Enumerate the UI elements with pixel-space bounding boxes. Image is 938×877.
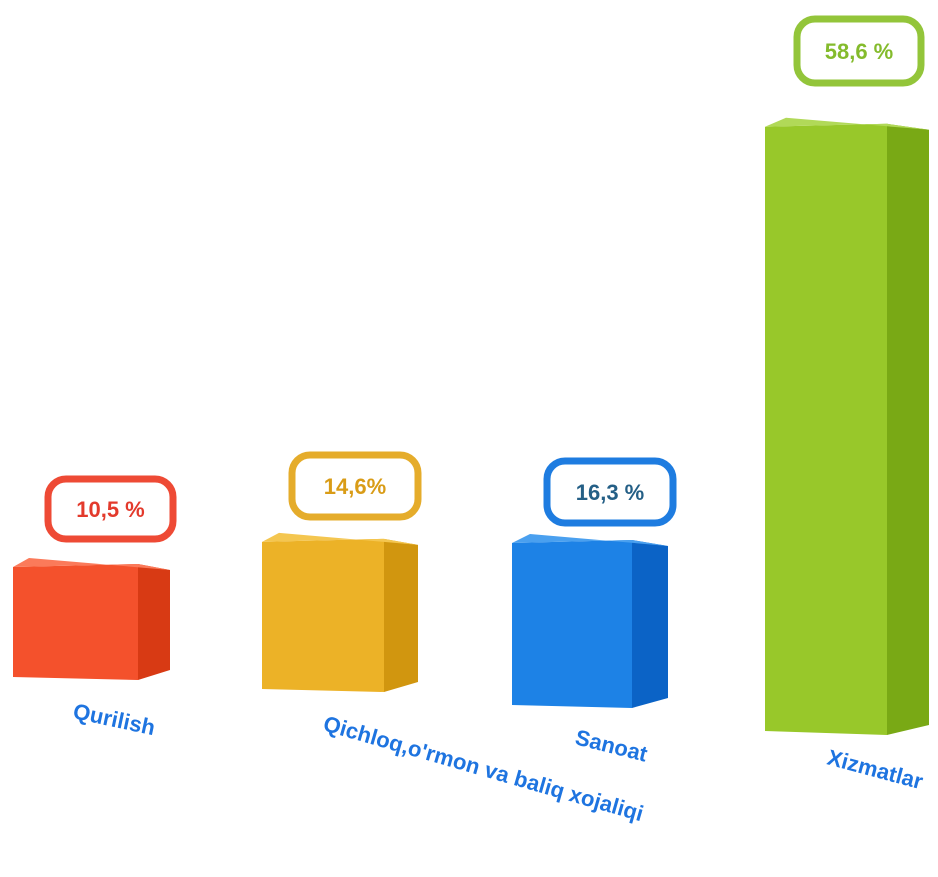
- value-label-2: 16,3 %: [543, 457, 677, 527]
- value-label-3: 58,6 %: [793, 15, 925, 87]
- value-label-box-3: [793, 15, 925, 87]
- bar-side-1: [384, 538, 418, 692]
- bar-top-0: [13, 557, 170, 570]
- value-labels-group: 10,5 % 14,6% 16,3 % 58,6 %: [44, 15, 925, 543]
- category-label-1: Qichloq,o'rmon va baliq xojaliqi: [321, 711, 647, 826]
- value-label-text-2: 16,3 %: [576, 480, 645, 505]
- bar-top-1: [262, 532, 418, 545]
- category-label-3: Xizmatlar: [825, 745, 926, 795]
- value-label-text-0: 10,5 %: [76, 497, 145, 522]
- bar-front-3: [765, 123, 887, 735]
- bar-side-2: [632, 539, 668, 708]
- value-label-box-2: [543, 457, 677, 527]
- bar-side-3: [887, 123, 929, 735]
- value-label-text-1: 14,6%: [324, 474, 386, 499]
- value-label-text-3: 58,6 %: [825, 39, 894, 64]
- bar-front-1: [262, 538, 384, 692]
- category-label-2: Sanoat: [573, 725, 651, 767]
- value-label-1: 14,6%: [288, 451, 422, 521]
- value-label-box-1: [288, 451, 422, 521]
- bar-top-2: [512, 533, 668, 546]
- bar-top-3: [765, 117, 929, 130]
- value-label-0: 10,5 %: [44, 475, 177, 543]
- bar-front-2: [512, 539, 632, 708]
- category-label-0: Qurilish: [71, 698, 158, 740]
- bar-front-0: [13, 563, 138, 680]
- value-label-box-0: [44, 475, 177, 543]
- bar-side-0: [138, 563, 170, 680]
- bars-group: [13, 117, 929, 735]
